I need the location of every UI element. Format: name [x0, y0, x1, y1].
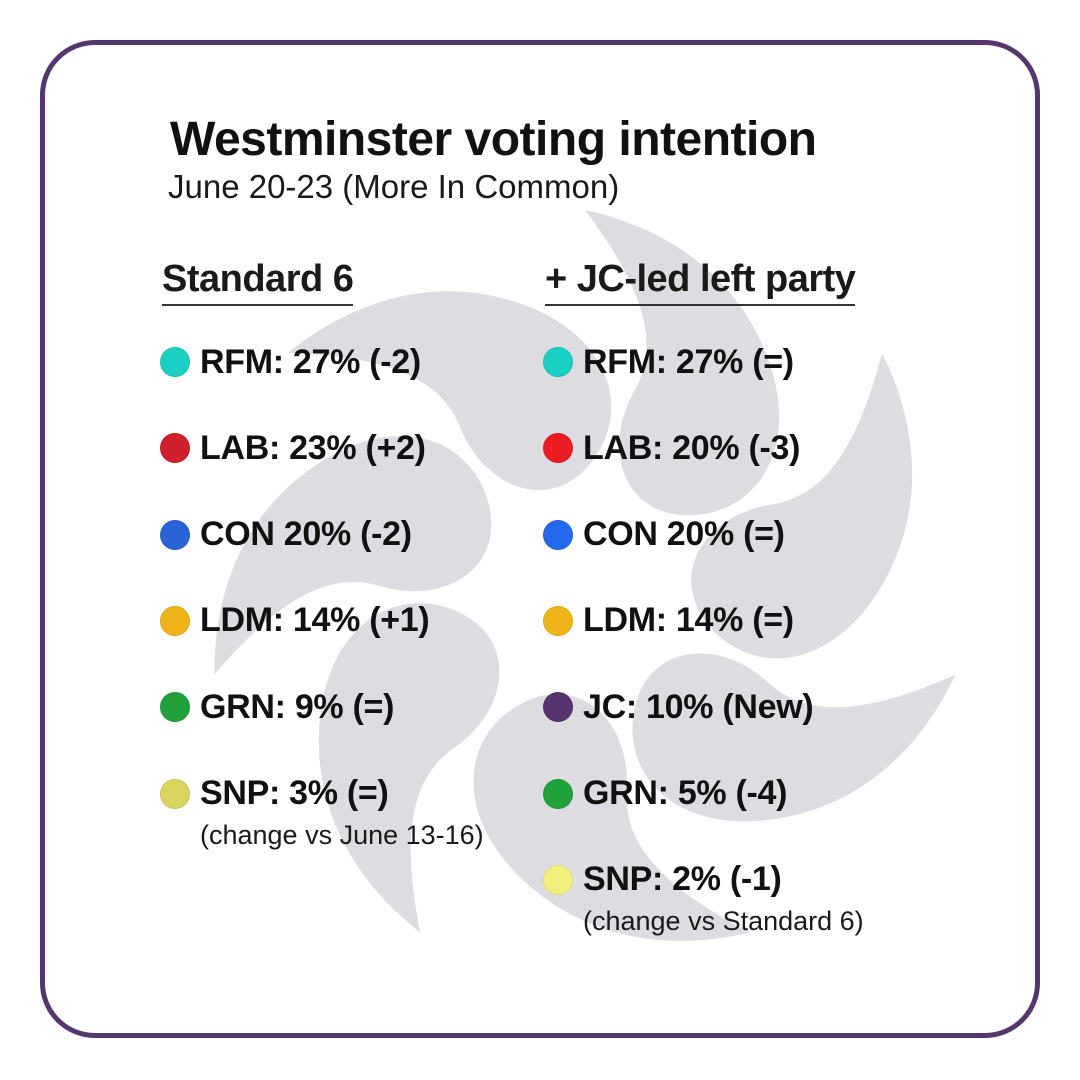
party-dot-icon — [543, 778, 573, 809]
card-frame — [40, 40, 1040, 1038]
party-entry-jc-con: CON 20% (=) — [543, 515, 785, 555]
party-label: GRN: 9% (=) — [200, 687, 395, 726]
change-note-jc: (change vs Standard 6) — [583, 905, 864, 936]
party-label: RFM: 27% (-2) — [200, 342, 421, 381]
party-dot-icon — [160, 433, 190, 464]
party-dot-icon — [160, 778, 190, 809]
party-entry-jc-jc: JC: 10% (New) — [543, 687, 814, 727]
party-label: CON 20% (=) — [583, 515, 785, 554]
party-label: LAB: 20% (-3) — [583, 428, 801, 467]
party-entry-standard-con: CON 20% (-2) — [160, 515, 412, 555]
party-dot-icon — [543, 519, 573, 550]
chart-title: Westminster voting intention — [170, 113, 817, 166]
party-dot-icon — [543, 605, 573, 636]
party-label: CON 20% (-2) — [200, 515, 412, 554]
party-entry-standard-grn: GRN: 9% (=) — [160, 687, 394, 727]
party-entry-jc-lab: LAB: 20% (-3) — [543, 428, 800, 468]
party-label: GRN: 5% (-4) — [583, 774, 788, 812]
party-label: SNP: 3% (=) — [200, 774, 389, 812]
party-entry-standard-rfm: RFM: 27% (-2) — [160, 342, 421, 382]
party-entry-standard-ldm: LDM: 14% (+1) — [160, 601, 430, 641]
party-dot-icon — [160, 605, 190, 636]
party-dot-icon — [543, 433, 573, 464]
party-entry-standard-snp: SNP: 3% (=) — [160, 774, 389, 814]
party-label: LDM: 14% (=) — [583, 601, 794, 640]
party-label: LAB: 23% (+2) — [200, 428, 426, 467]
party-entry-jc-grn: GRN: 5% (-4) — [543, 774, 787, 814]
party-dot-icon — [160, 519, 190, 550]
chart-subtitle: June 20-23 (More In Common) — [168, 168, 620, 205]
party-dot-icon — [543, 864, 573, 895]
column-header-standard: Standard 6 — [162, 258, 354, 306]
party-label: JC: 10% (New) — [583, 687, 814, 726]
party-dot-icon — [160, 347, 190, 377]
party-dot-icon — [160, 692, 190, 723]
party-entry-jc-snp: SNP: 2% (-1) — [543, 860, 782, 900]
party-dot-icon — [543, 692, 573, 723]
party-entry-jc-rfm: RFM: 27% (=) — [543, 342, 794, 382]
party-label: LDM: 14% (+1) — [200, 601, 430, 640]
change-note-standard: (change vs June 13-16) — [200, 819, 484, 850]
party-label: RFM: 27% (=) — [583, 342, 794, 381]
party-entry-standard-lab: LAB: 23% (+2) — [160, 428, 426, 468]
party-entry-jc-ldm: LDM: 14% (=) — [543, 601, 794, 641]
party-label: SNP: 2% (-1) — [583, 860, 782, 899]
column-header-jc: + JC-led left party — [545, 258, 856, 306]
party-dot-icon — [543, 347, 573, 377]
